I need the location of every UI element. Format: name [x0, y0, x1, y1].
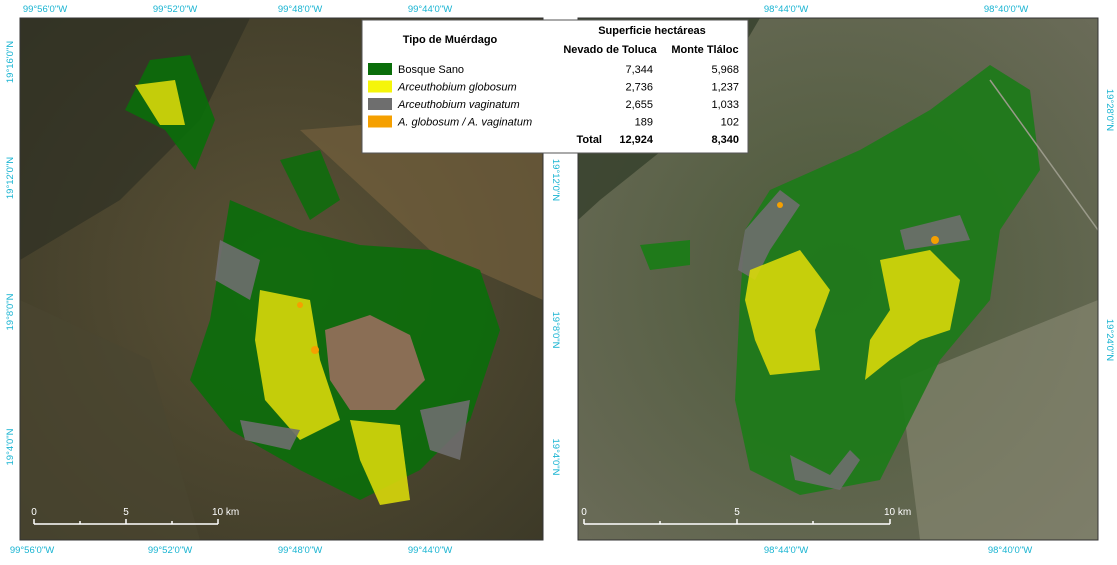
legend-title: Tipo de Muérdago [403, 34, 498, 46]
left-frame [19, 17, 544, 541]
legend-value: 189 [635, 117, 653, 129]
coord-label: 99°44'0"W [408, 545, 452, 556]
legend-swatch [368, 80, 392, 93]
coord-label: 19°12'0"N [550, 159, 561, 201]
legend-label: Arceuthobium globosum [397, 82, 517, 94]
coord-label: 99°48'0"W [278, 4, 322, 15]
scale-label: 5 [123, 507, 129, 518]
left-scale-bar: 0 5 10 km [31, 507, 239, 525]
legend-value: 2,736 [625, 82, 653, 94]
legend-label: A. globosum / A. vaginatum [397, 117, 532, 129]
scale-label: 5 [734, 507, 740, 518]
legend: Tipo de Muérdago Superficie hectáreas Ne… [361, 19, 749, 154]
coord-label: 98°40'0"W [984, 4, 1028, 15]
coord-label: 98°44'0"W [764, 545, 808, 556]
coord-label: 19°12'0"N [5, 157, 16, 199]
coord-label: 19°4'0"N [550, 439, 561, 476]
legend-value: 7,344 [625, 64, 653, 76]
legend-value: 2,655 [625, 99, 653, 111]
scale-label: 10 km [212, 507, 239, 518]
right-scale-bar: 0 5 10 km [581, 507, 911, 525]
coord-label: 99°52'0"W [148, 545, 192, 556]
coord-label: 99°56'0"W [10, 545, 54, 556]
legend-value: 1,237 [711, 82, 739, 94]
coord-label: 98°44'0"W [764, 4, 808, 15]
coord-label: 19°16'0"N [5, 41, 16, 83]
legend-label: Arceuthobium vaginatum [397, 99, 520, 111]
coord-label: 19°24'0"N [1104, 319, 1115, 361]
coordinates: 99°56'0"W 99°52'0"W 99°48'0"W 99°44'0"W … [5, 4, 1115, 556]
legend-value: 1,033 [711, 99, 739, 111]
legend-swatch [368, 63, 392, 75]
coord-label: 99°48'0"W [278, 545, 322, 556]
coord-label: 19°8'0"N [550, 312, 561, 349]
scale-label: 10 km [884, 507, 911, 518]
legend-label: Bosque Sano [398, 64, 464, 76]
legend-value: 102 [721, 117, 739, 129]
legend-swatch [368, 98, 392, 110]
legend-swatch [368, 115, 392, 128]
coord-label: 19°8'0"N [5, 293, 16, 330]
coord-label: 99°52'0"W [153, 4, 197, 15]
coord-label: 19°4'0"N [5, 428, 16, 465]
legend-value: 5,968 [711, 64, 739, 76]
total-value: 8,340 [711, 134, 739, 146]
coord-label: 99°44'0"W [408, 4, 452, 15]
column-header: Monte Tláloc [671, 44, 738, 56]
legend-header: Superficie hectáreas [598, 25, 706, 37]
scale-label: 0 [581, 507, 587, 518]
coord-label: 19°28'0"N [1104, 89, 1115, 131]
right-frame [577, 17, 1099, 541]
total-value: 12,924 [619, 134, 654, 146]
total-label: Total [577, 134, 602, 146]
scale-label: 0 [31, 507, 37, 518]
column-header: Nevado de Toluca [563, 44, 657, 56]
legend-box [361, 19, 749, 154]
coord-label: 99°56'0"W [23, 4, 67, 15]
coord-label: 98°40'0"W [988, 545, 1032, 556]
